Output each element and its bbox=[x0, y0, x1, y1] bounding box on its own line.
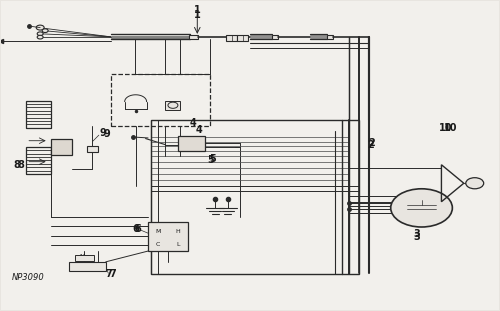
Text: 3: 3 bbox=[413, 229, 420, 239]
Text: 9: 9 bbox=[104, 129, 110, 139]
Bar bbox=[51, 138, 72, 156]
Text: 2: 2 bbox=[368, 138, 375, 148]
Bar bbox=[75, 255, 94, 261]
Bar bbox=[68, 262, 106, 271]
Bar bbox=[148, 222, 188, 251]
Text: IB: IB bbox=[418, 209, 425, 215]
Text: L: L bbox=[88, 257, 92, 262]
Text: M: M bbox=[156, 229, 160, 234]
Circle shape bbox=[36, 25, 44, 30]
Text: 1: 1 bbox=[194, 10, 201, 20]
Text: 9: 9 bbox=[100, 128, 106, 138]
Text: 8: 8 bbox=[14, 160, 20, 170]
Bar bbox=[26, 101, 51, 128]
Text: 1: 1 bbox=[194, 5, 201, 15]
Bar bbox=[26, 147, 51, 174]
Circle shape bbox=[390, 189, 452, 227]
Bar bbox=[87, 146, 98, 152]
Text: 4: 4 bbox=[190, 118, 196, 128]
Text: 6: 6 bbox=[133, 225, 140, 234]
Text: 10: 10 bbox=[444, 123, 458, 133]
Text: H: H bbox=[78, 257, 83, 262]
Text: 10: 10 bbox=[438, 123, 452, 133]
Circle shape bbox=[466, 178, 483, 189]
Text: C: C bbox=[156, 242, 160, 247]
Bar bbox=[272, 35, 278, 39]
Text: L: L bbox=[176, 242, 180, 247]
Bar bbox=[190, 35, 198, 39]
Bar bbox=[166, 101, 180, 110]
Circle shape bbox=[37, 32, 43, 35]
Text: 4: 4 bbox=[196, 125, 202, 135]
Circle shape bbox=[168, 102, 178, 108]
Text: 7: 7 bbox=[110, 269, 116, 279]
Bar bbox=[178, 136, 206, 151]
Text: NP3090: NP3090 bbox=[12, 273, 44, 282]
Text: 7: 7 bbox=[105, 269, 112, 279]
Text: 5: 5 bbox=[208, 155, 214, 165]
Bar bbox=[226, 35, 237, 41]
Text: M: M bbox=[80, 254, 84, 259]
Bar bbox=[237, 35, 248, 41]
Text: 8: 8 bbox=[18, 160, 25, 170]
Text: 6: 6 bbox=[135, 225, 141, 234]
Circle shape bbox=[42, 29, 48, 33]
Text: L: L bbox=[430, 200, 434, 206]
Text: 2: 2 bbox=[367, 140, 374, 150]
Bar bbox=[327, 35, 333, 39]
Bar bbox=[150, 120, 360, 274]
Text: 5: 5 bbox=[209, 154, 216, 164]
Circle shape bbox=[37, 35, 43, 39]
Text: H: H bbox=[176, 229, 180, 234]
Text: 3: 3 bbox=[413, 232, 420, 242]
Text: H: H bbox=[409, 200, 414, 206]
